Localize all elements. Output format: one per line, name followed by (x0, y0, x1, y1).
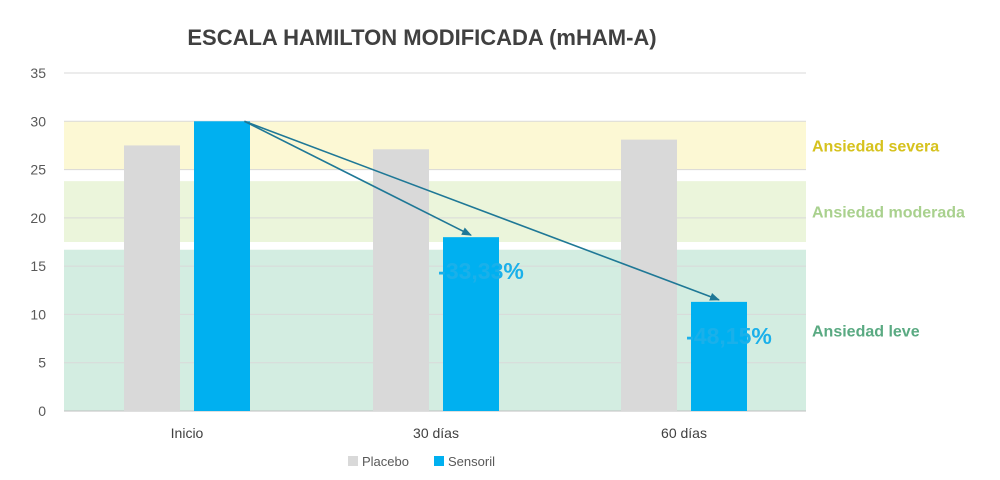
chart-title: ESCALA HAMILTON MODIFICADA (mHAM-A) (187, 25, 656, 50)
band-label-0: Ansiedad severa (812, 138, 939, 155)
pct-label-0: -33,33% (438, 258, 524, 284)
arrow-0 (244, 120, 472, 236)
y-tick-label-20: 20 (30, 210, 46, 226)
y-tick-label-30: 30 (30, 113, 46, 129)
bar-placebo-1 (373, 149, 429, 411)
pct-label-1: -48,15% (686, 323, 772, 349)
bar-placebo-2 (621, 139, 677, 412)
arrow-1 (244, 120, 720, 301)
x-tick-label-0: Inicio (171, 425, 204, 441)
legend-swatch-1 (434, 456, 444, 466)
legend-label-0: Placebo (362, 454, 409, 469)
y-tick-label-10: 10 (30, 306, 46, 322)
y-tick-label-35: 35 (30, 65, 46, 81)
legend-swatch-0 (348, 456, 358, 466)
band-2 (64, 249, 806, 411)
band-0 (64, 121, 806, 170)
x-tick-label-2: 60 días (661, 425, 707, 441)
bar-sensoril-2 (691, 301, 747, 411)
x-tick-label-1: 30 días (413, 425, 459, 441)
legend-label-1: Sensoril (448, 454, 495, 469)
y-tick-label-25: 25 (30, 162, 46, 178)
bar-sensoril-1 (443, 237, 499, 411)
band-label-1: Ansiedad moderada (812, 205, 965, 222)
band-1 (64, 181, 806, 242)
bar-sensoril-0 (194, 121, 250, 412)
band-label-2: Ansiedad leve (812, 323, 920, 340)
bar-placebo-0 (124, 145, 180, 411)
y-tick-label-5: 5 (38, 355, 46, 371)
y-tick-label-0: 0 (38, 403, 46, 419)
y-tick-label-15: 15 (30, 258, 46, 274)
